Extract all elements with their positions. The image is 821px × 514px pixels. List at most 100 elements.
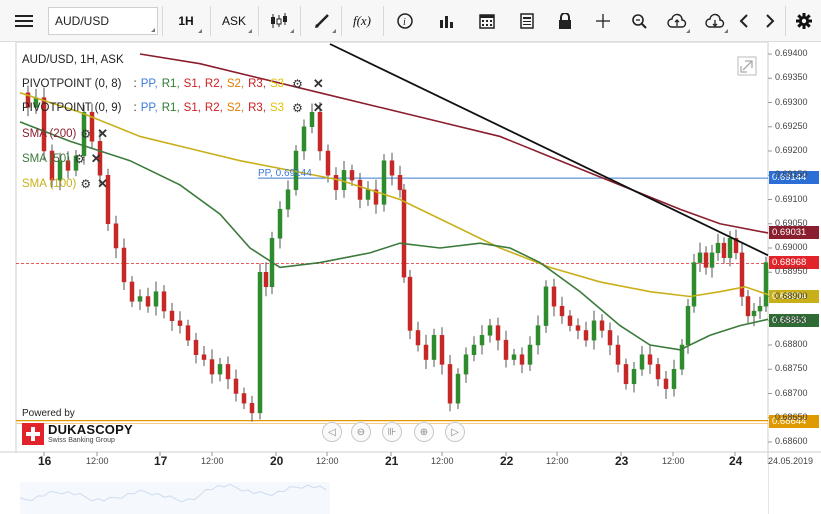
sma200-legend[interactable]: SMA (200) ⚙ ✕ xyxy=(22,126,108,142)
candle-body xyxy=(25,92,31,108)
navigator-shade xyxy=(20,482,330,514)
volume-button[interactable] xyxy=(432,7,462,35)
candle-body xyxy=(519,354,525,365)
candle-body xyxy=(177,320,183,326)
info-button[interactable]: i xyxy=(390,7,420,35)
sma200-label: SMA (200) xyxy=(22,128,77,140)
load-cloud-button[interactable] xyxy=(700,7,730,35)
settings-button[interactable] xyxy=(790,7,818,35)
cloud-upload-icon xyxy=(667,13,687,29)
sma100-legend[interactable]: SMA (100) ⚙ ✕ xyxy=(22,176,108,192)
dropdown-corner-icon xyxy=(332,29,336,33)
zoom-in-icon: ⊕ xyxy=(419,426,429,438)
candle-body xyxy=(201,354,207,360)
pivot-legend-1[interactable]: PIVOTPOINT (0, 8) : PP, R1, S1, R2, S2, … xyxy=(22,76,328,92)
candle-body xyxy=(263,272,269,288)
close-icon[interactable]: ✕ xyxy=(97,176,108,191)
candle-body xyxy=(757,305,763,312)
crosshair-button[interactable] xyxy=(588,7,618,35)
candle-body xyxy=(49,150,55,181)
candle-body xyxy=(615,344,621,365)
gear-icon[interactable]: ⚙ xyxy=(292,101,303,115)
close-icon[interactable]: ✕ xyxy=(97,126,108,141)
svg-text:i: i xyxy=(403,17,406,28)
x-tick-label: 12:00 xyxy=(201,456,224,466)
x-tick-label: 12:00 xyxy=(431,456,454,466)
candle-body xyxy=(495,325,501,341)
s3-label: S3 xyxy=(270,102,285,114)
menu-button[interactable] xyxy=(10,7,38,35)
function-icon: f(x) xyxy=(352,13,372,28)
zoom-in-button[interactable]: ⊕ xyxy=(414,422,434,442)
indicators-button[interactable]: f(x) xyxy=(346,7,378,35)
chart-area[interactable]: AUD/USD, 1H, ASK PIVOTPOINT (0, 8) : PP,… xyxy=(0,42,821,514)
candle-body xyxy=(751,310,757,317)
pan-right-button[interactable]: ▷ xyxy=(445,422,465,442)
fit-button[interactable]: ⊪ xyxy=(382,422,402,442)
close-icon[interactable]: ✕ xyxy=(312,76,324,91)
symbol-selector[interactable]: AUD/USD xyxy=(48,7,158,35)
pivot-name: PIVOTPOINT (0, 9) xyxy=(22,102,122,114)
gear-icon[interactable]: ⚙ xyxy=(73,152,85,166)
candle-body xyxy=(431,335,437,360)
x-tick-label: 22 xyxy=(500,454,514,468)
candle-body xyxy=(721,242,727,258)
close-icon[interactable]: ✕ xyxy=(312,100,324,115)
lock-button[interactable] xyxy=(550,7,580,35)
candle-body xyxy=(365,189,371,200)
scroll-left-button[interactable] xyxy=(733,7,755,35)
dropdown-corner-icon xyxy=(724,29,728,33)
lock-icon xyxy=(558,13,572,29)
zoom-out-button[interactable]: ⊖ xyxy=(351,422,371,442)
crosshair-icon xyxy=(595,13,611,29)
candle-body xyxy=(257,272,263,414)
candle-body xyxy=(487,325,493,336)
pp-label: PP, xyxy=(140,102,158,114)
candle-body xyxy=(691,262,697,307)
save-cloud-button[interactable] xyxy=(662,7,692,35)
candle-body xyxy=(233,378,239,394)
y-tick-label: 0.68700 xyxy=(775,387,808,398)
candle-body xyxy=(401,189,407,278)
candle-body xyxy=(185,325,191,341)
gear-icon[interactable]: ⚙ xyxy=(292,77,303,91)
candle-body xyxy=(193,339,199,355)
chart-type-button[interactable] xyxy=(262,7,296,35)
pan-left-button[interactable]: ◁ xyxy=(322,422,342,442)
chart-canvas[interactable] xyxy=(0,42,821,514)
s3-label: S3 xyxy=(270,78,285,90)
dropdown-corner-icon xyxy=(151,28,155,32)
x-tick-label: 24 xyxy=(729,454,743,468)
pp-price-label: 0.69144 xyxy=(769,171,819,184)
r1-label: R1, xyxy=(161,102,180,114)
s2-label: S2, xyxy=(226,102,245,114)
candle-body xyxy=(57,160,63,181)
candle-body xyxy=(97,141,103,176)
sma50-legend[interactable]: SMA (50) ⚙ ✕ xyxy=(22,151,102,167)
y-tick-label: 0.69000 xyxy=(775,242,808,252)
info-icon: i xyxy=(397,13,413,29)
candle-body xyxy=(535,325,541,346)
candle-body xyxy=(317,111,323,152)
sma200-price-label: 0.69031 xyxy=(769,226,819,239)
draw-button[interactable] xyxy=(306,7,338,35)
trend-line xyxy=(329,43,769,257)
scroll-right-button[interactable] xyxy=(759,7,781,35)
candle-body xyxy=(439,335,445,365)
news-button[interactable] xyxy=(512,7,542,35)
candle-body xyxy=(415,330,421,346)
side-button[interactable]: ASK xyxy=(214,7,254,35)
timeframe-button[interactable]: 1H xyxy=(168,7,204,35)
gear-icon[interactable]: ⚙ xyxy=(80,127,92,141)
gear-icon[interactable]: ⚙ xyxy=(80,177,92,191)
y-tick-label: 0.69400 xyxy=(775,48,808,58)
calendar-button[interactable] xyxy=(472,7,502,35)
candle-body xyxy=(745,296,751,317)
candle-body xyxy=(105,175,111,224)
candle-body xyxy=(241,393,247,404)
zoom-button[interactable] xyxy=(624,7,654,35)
chart-title: AUD/USD, 1H, ASK xyxy=(22,52,124,68)
close-icon[interactable]: ✕ xyxy=(90,151,102,166)
pivot-legend-2[interactable]: PIVOTPOINT (0, 9) : PP, R1, S1, R2, S2, … xyxy=(22,100,328,116)
expand-icon[interactable] xyxy=(737,56,757,76)
